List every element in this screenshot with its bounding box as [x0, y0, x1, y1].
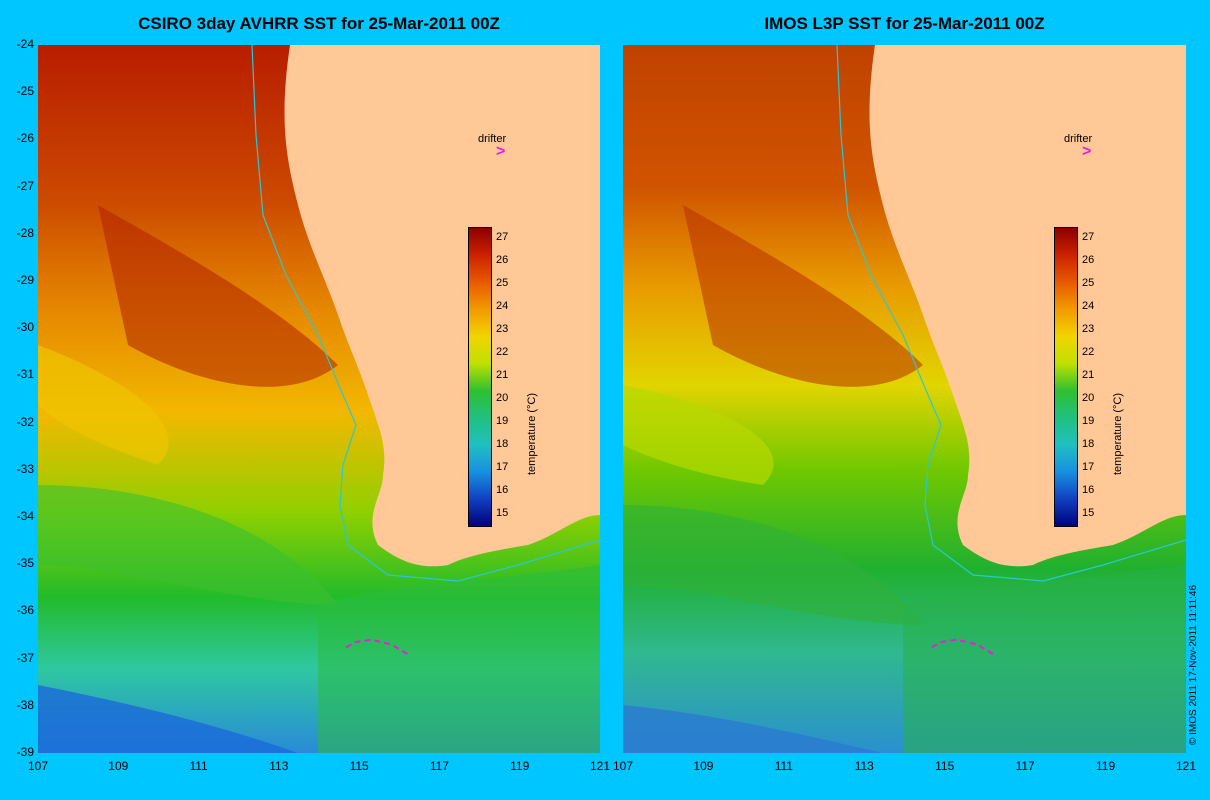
x-tick-label-right: 115 — [935, 759, 955, 773]
x-tick-label-right: 107 — [612, 759, 634, 773]
x-tick-label-left: 107 — [27, 759, 49, 773]
colorbar-tick-label: 16 — [1082, 483, 1095, 496]
colorbar-tick-label: 27 — [496, 231, 509, 244]
colorbar-tick-label: 24 — [1082, 300, 1095, 313]
colorbar-tick-label: 16 — [496, 483, 509, 496]
x-tick-label-left: 121 — [589, 759, 611, 773]
colorbar-tick-label: 17 — [496, 460, 509, 473]
x-tick-label-right: 121 — [1175, 759, 1197, 773]
colorbar-tick-label: 19 — [496, 414, 509, 427]
left-sst-field — [38, 45, 600, 753]
y-tick-label: -38 — [16, 697, 34, 712]
colorbar-tick-label: 25 — [496, 277, 509, 290]
australia-land-left — [284, 45, 600, 567]
right-sst-field — [623, 45, 1186, 753]
drifter-legend-label-right: drifter — [1064, 133, 1093, 145]
x-tick-label-left: 109 — [108, 759, 129, 773]
y-tick-label: -31 — [16, 367, 34, 382]
colorbar-tick-label: 23 — [496, 323, 509, 336]
y-tick-label: -37 — [16, 650, 34, 665]
x-tick-label-right: 113 — [854, 759, 874, 773]
y-tick-label: -30 — [16, 320, 34, 335]
colorbar-tick-label: 18 — [496, 437, 509, 450]
colorbar-tick-label: 21 — [1082, 369, 1095, 381]
y-tick-label: -25 — [16, 84, 34, 99]
x-tick-label-right: 109 — [693, 759, 714, 773]
drifter-legend-arrow-right: > — [1082, 143, 1092, 160]
colorbar-tick-label: 23 — [1082, 323, 1095, 336]
y-tick-label: -35 — [16, 556, 34, 571]
y-tick-label: -36 — [16, 603, 34, 618]
y-tick-label: -28 — [16, 225, 34, 240]
y-tick-label: -39 — [16, 745, 34, 759]
right-sst-map[interactable]: temperature (°C) drifter > 27 26 25 24 23 22 2… — [623, 45, 1186, 753]
colorbar-tick-label: 22 — [1082, 346, 1095, 359]
x-tick-label-left: 113 — [269, 759, 289, 773]
x-tick-label-left: 119 — [510, 759, 530, 773]
colorbar-tick-label: 15 — [1082, 506, 1095, 519]
colorbar-right — [1054, 227, 1078, 527]
drifter-legend-label-left: drifter — [478, 133, 507, 145]
colorbar-tick-label: 19 — [1082, 414, 1095, 427]
y-tick-label: -32 — [16, 414, 34, 429]
colorbar-tick-label: 18 — [1082, 437, 1095, 450]
x-tick-label-left: 115 — [349, 759, 369, 773]
colorbar-tick-label: 15 — [496, 506, 509, 519]
colorbar-title-left: temperature (°C) — [526, 392, 538, 475]
y-tick-label: -33 — [16, 461, 34, 476]
colorbar-left — [468, 227, 492, 527]
y-tick-label: -34 — [16, 509, 34, 523]
colorbar-tick-label: 25 — [1082, 277, 1095, 290]
left-map-title: CSIRO 3day AVHRR SST for 25-Mar-2011 00Z — [138, 14, 500, 33]
right-map-title: IMOS L3P SST for 25-Mar-2011 00Z — [764, 14, 1045, 33]
y-tick-label: -27 — [16, 178, 34, 193]
y-tick-label: -24 — [16, 37, 34, 51]
colorbar-tick-label: 26 — [1082, 254, 1095, 267]
left-sst-map[interactable]: temperature (°C) drifter > 27 26 25 24 23 22 2… — [38, 45, 600, 753]
x-tick-label-left: 117 — [429, 759, 449, 773]
colorbar-tick-label: 20 — [496, 391, 509, 404]
y-tick-label: -26 — [16, 131, 34, 146]
x-tick-label-right: 117 — [1015, 759, 1035, 773]
x-tick-label-left: 111 — [189, 759, 208, 773]
colorbar-tick-label: 22 — [496, 346, 509, 359]
australia-land-right — [869, 45, 1186, 567]
x-tick-label-right: 119 — [1095, 759, 1116, 773]
y-tick-label: -29 — [16, 273, 34, 287]
colorbar-tick-label: 24 — [496, 300, 509, 313]
colorbar-tick-label: 21 — [496, 369, 509, 381]
colorbar-tick-label: 27 — [1082, 231, 1095, 244]
colorbar-tick-label: 26 — [496, 254, 509, 267]
x-tick-label-right: 111 — [774, 759, 793, 773]
colorbar-tick-label: 20 — [1082, 391, 1095, 404]
drifter-legend-arrow-left: > — [496, 143, 506, 160]
copyright-timestamp: © IMOS 2011 17-Nov-2011 11:11:46 — [1188, 584, 1199, 745]
colorbar-tick-label: 17 — [1082, 460, 1095, 473]
colorbar-title-right: temperature (°C) — [1112, 392, 1124, 475]
